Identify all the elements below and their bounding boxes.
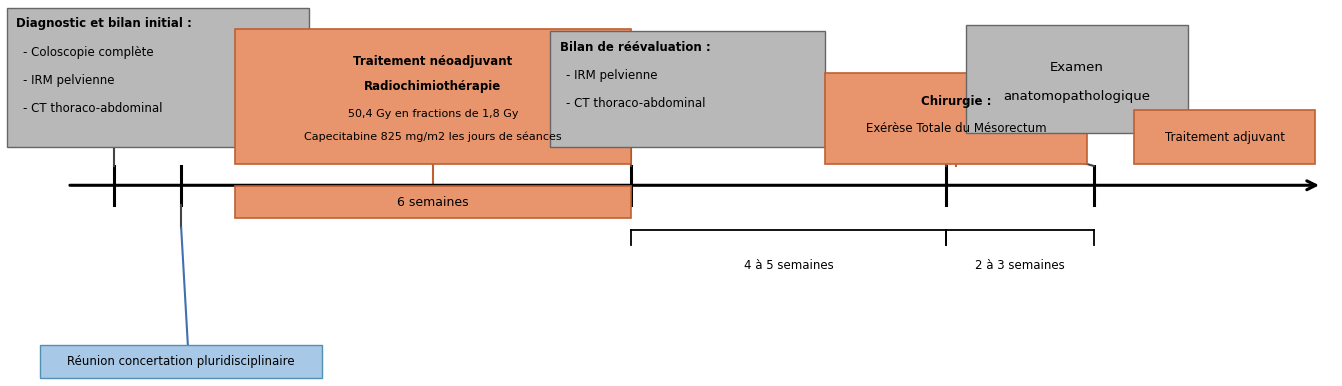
- Text: 50,4 Gy en fractions de 1,8 Gy: 50,4 Gy en fractions de 1,8 Gy: [348, 109, 518, 119]
- FancyBboxPatch shape: [966, 25, 1188, 133]
- Text: - Coloscopie complète: - Coloscopie complète: [23, 46, 153, 59]
- Text: - CT thoraco-abdominal: - CT thoraco-abdominal: [23, 102, 162, 115]
- Text: - IRM pelvienne: - IRM pelvienne: [566, 69, 658, 83]
- FancyBboxPatch shape: [235, 29, 631, 164]
- Text: Chirurgie :: Chirurgie :: [921, 95, 992, 108]
- FancyBboxPatch shape: [1134, 110, 1315, 164]
- Text: Traitement adjuvant: Traitement adjuvant: [1165, 130, 1284, 144]
- FancyBboxPatch shape: [7, 8, 309, 147]
- Text: Exérèse Totale du Mésorectum: Exérèse Totale du Mésorectum: [866, 122, 1047, 135]
- FancyBboxPatch shape: [40, 345, 322, 378]
- FancyBboxPatch shape: [825, 73, 1087, 164]
- Text: 2 à 3 semaines: 2 à 3 semaines: [976, 259, 1064, 272]
- Text: anatomopathologique: anatomopathologique: [1004, 90, 1150, 103]
- Text: Traitement néoadjuvant: Traitement néoadjuvant: [353, 55, 513, 68]
- Text: - CT thoraco-abdominal: - CT thoraco-abdominal: [566, 97, 706, 110]
- Text: Réunion concertation pluridisciplinaire: Réunion concertation pluridisciplinaire: [67, 356, 295, 368]
- Text: - IRM pelvienne: - IRM pelvienne: [23, 74, 114, 87]
- Text: Capecitabine 825 mg/m2 les jours de séances: Capecitabine 825 mg/m2 les jours de séan…: [305, 132, 561, 142]
- Text: Examen: Examen: [1049, 61, 1104, 74]
- FancyBboxPatch shape: [550, 31, 825, 147]
- Text: Radiochimiothérapie: Radiochimiothérapie: [364, 80, 502, 93]
- Text: 4 à 5 semaines: 4 à 5 semaines: [743, 259, 833, 272]
- Text: Bilan de réévaluation :: Bilan de réévaluation :: [560, 41, 710, 54]
- FancyBboxPatch shape: [235, 186, 631, 218]
- Text: 6 semaines: 6 semaines: [397, 196, 468, 209]
- Text: Diagnostic et bilan initial :: Diagnostic et bilan initial :: [16, 17, 192, 30]
